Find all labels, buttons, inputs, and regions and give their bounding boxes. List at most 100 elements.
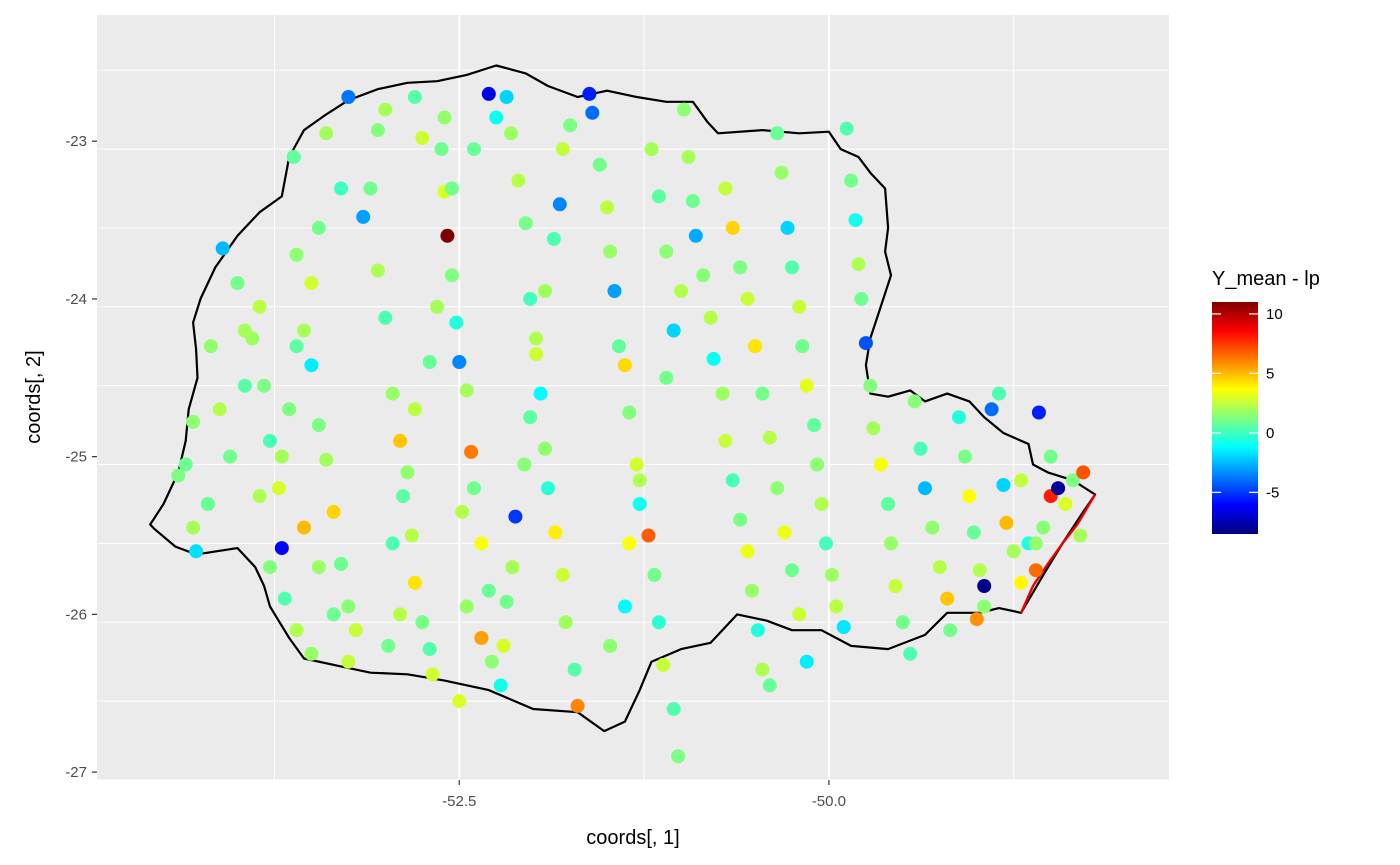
data-point: [984, 402, 999, 417]
data-point: [829, 599, 844, 614]
data-point: [748, 339, 762, 354]
data-point: [508, 509, 523, 524]
data-point: [425, 667, 440, 682]
data-point: [770, 481, 785, 496]
data-point: [674, 284, 689, 298]
data-point: [1065, 473, 1080, 488]
data-point: [319, 452, 334, 467]
data-point: [529, 331, 544, 346]
plot-panel: [97, 15, 1169, 780]
data-point: [289, 623, 304, 638]
data-point: [277, 591, 292, 606]
data-point: [393, 607, 408, 622]
legend-title: Y_mean - lp: [1212, 268, 1320, 290]
data-point: [348, 623, 363, 638]
data-point: [814, 497, 829, 511]
y-axis-ticks: -27 -26 -25 -24 -23: [65, 133, 97, 781]
data-point: [319, 126, 334, 141]
data-point: [504, 126, 518, 141]
data-point: [750, 623, 765, 638]
y-tick-label: -26: [65, 606, 87, 623]
data-point: [523, 291, 538, 306]
data-point: [617, 599, 632, 614]
data-point: [467, 481, 481, 496]
data-point: [538, 284, 552, 298]
data-point: [703, 310, 718, 325]
data-point: [795, 339, 810, 354]
data-point: [511, 173, 526, 188]
data-point: [481, 86, 496, 101]
data-point: [341, 654, 356, 669]
legend-ticks: -5 0 5 10: [1212, 306, 1283, 501]
y-axis-title: coords[, 2]: [23, 350, 45, 443]
color-legend: Y_mean - lp -5 0 5 10: [1212, 268, 1320, 534]
data-point: [671, 749, 686, 764]
data-point: [464, 444, 479, 459]
data-point: [200, 497, 215, 511]
data-point: [474, 536, 489, 551]
data-point: [407, 402, 422, 417]
data-point: [326, 504, 341, 519]
data-point: [263, 433, 277, 448]
data-point: [1036, 520, 1051, 535]
data-point: [777, 525, 792, 540]
data-point: [839, 121, 854, 136]
data-point: [178, 457, 193, 472]
data-point: [836, 620, 851, 634]
data-point: [215, 241, 230, 256]
data-point: [555, 142, 570, 157]
data-point: [733, 260, 748, 275]
data-point: [725, 220, 740, 235]
data-point: [505, 560, 520, 575]
data-point: [570, 698, 585, 713]
data-point: [943, 623, 958, 638]
data-point: [334, 181, 348, 196]
data-point: [715, 386, 730, 401]
data-point: [907, 394, 922, 409]
data-point: [311, 560, 326, 575]
data-point: [558, 615, 573, 630]
data-point: [407, 90, 422, 104]
data-point: [612, 339, 626, 354]
data-point: [740, 291, 755, 306]
data-point: [297, 520, 311, 535]
data-point: [895, 615, 910, 630]
data-point: [622, 405, 637, 420]
data-point: [282, 402, 297, 417]
data-point: [733, 512, 748, 527]
data-point: [459, 383, 474, 398]
data-point: [452, 694, 467, 709]
x-tick-label: -52.5: [442, 793, 476, 810]
data-point: [541, 481, 555, 496]
data-point: [762, 678, 777, 693]
data-point: [969, 612, 984, 627]
data-point: [481, 583, 496, 598]
y-tick-label: -24: [65, 291, 87, 308]
data-point: [523, 410, 538, 425]
data-point: [378, 310, 393, 325]
data-point: [844, 173, 859, 188]
data-point: [434, 142, 449, 157]
data-point: [903, 646, 918, 661]
legend-tick-label: 10: [1266, 306, 1283, 323]
data-point: [799, 654, 814, 669]
data-point: [533, 386, 548, 401]
data-point: [493, 678, 508, 693]
data-point: [189, 544, 204, 559]
data-point: [600, 200, 615, 215]
y-tick-label: -23: [65, 133, 87, 150]
data-point: [252, 489, 267, 504]
data-point: [792, 299, 807, 314]
data-point: [518, 216, 533, 231]
state-boundary: [149, 64, 1097, 733]
data-point: [400, 465, 415, 480]
data-point: [774, 165, 789, 180]
data-point: [940, 591, 955, 606]
data-point: [966, 525, 981, 540]
data-points: [171, 86, 1091, 764]
data-point: [810, 457, 825, 472]
data-point: [474, 631, 489, 645]
data-point: [1076, 465, 1091, 480]
data-point: [685, 194, 700, 209]
data-point: [548, 525, 563, 540]
